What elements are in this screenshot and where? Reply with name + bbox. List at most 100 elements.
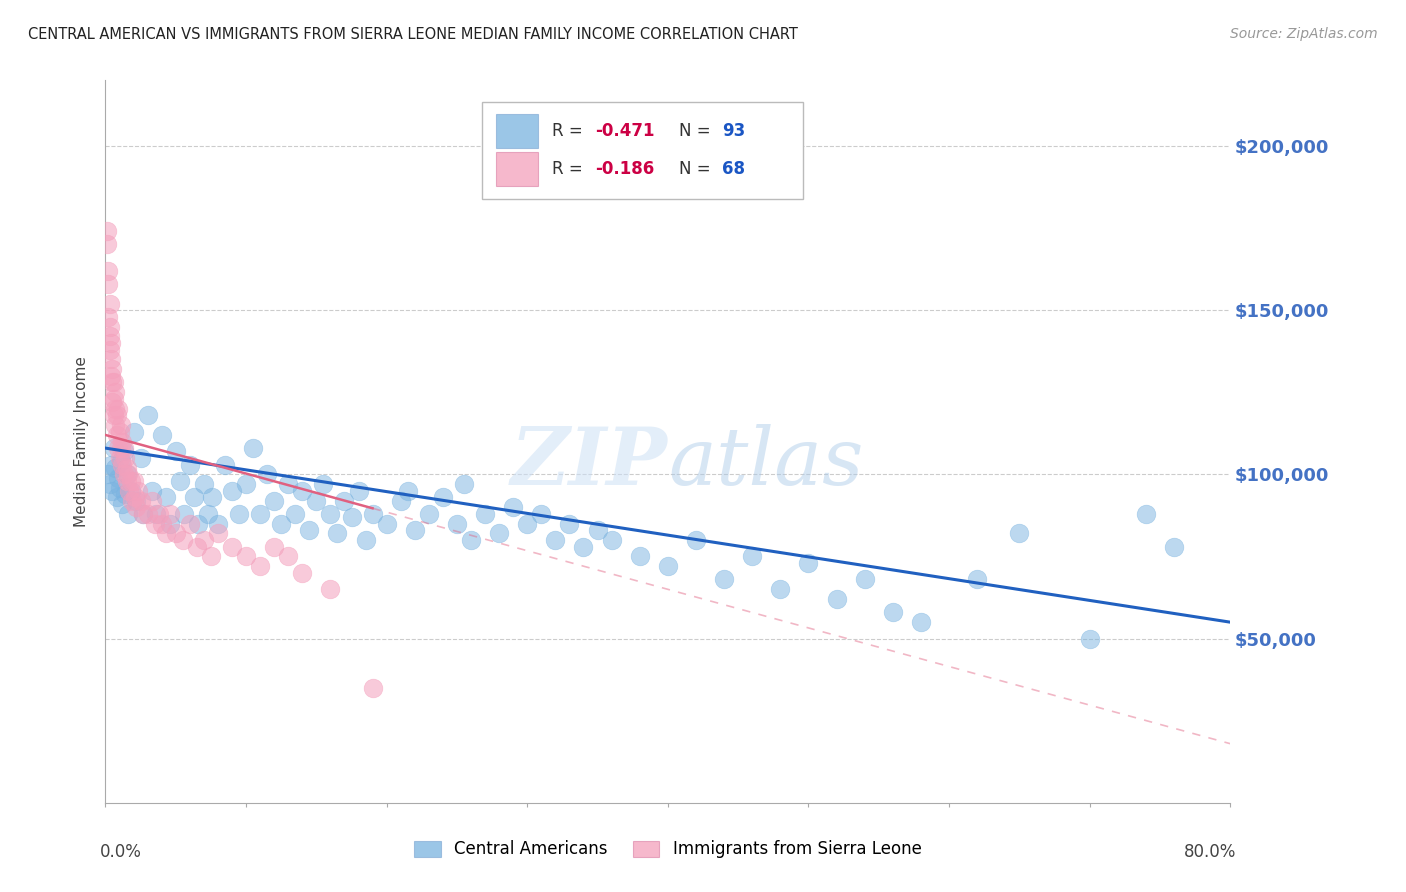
Point	[361, 681, 384, 695]
Point	[101, 362, 124, 376]
Point	[105, 491, 128, 505]
Point	[432, 491, 454, 505]
Text: 80.0%: 80.0%	[1184, 843, 1236, 861]
FancyBboxPatch shape	[482, 102, 803, 200]
Text: atlas: atlas	[668, 425, 863, 502]
Point	[284, 507, 307, 521]
Point	[103, 376, 125, 390]
Point	[418, 507, 440, 521]
Text: -0.186: -0.186	[595, 161, 654, 178]
Point	[966, 573, 988, 587]
Point	[105, 409, 128, 423]
Point	[98, 329, 121, 343]
Point	[115, 460, 138, 475]
Point	[256, 467, 278, 482]
Point	[107, 471, 129, 485]
Point	[319, 507, 342, 521]
Point	[1008, 526, 1031, 541]
Point	[797, 556, 820, 570]
Point	[228, 507, 250, 521]
Point	[340, 510, 363, 524]
Point	[111, 458, 134, 472]
Bar	[496, 113, 538, 148]
Point	[122, 474, 145, 488]
Point	[141, 493, 163, 508]
Point	[1135, 507, 1157, 521]
Text: 68: 68	[721, 161, 745, 178]
Bar	[496, 152, 538, 186]
Point	[98, 343, 121, 357]
Point	[713, 573, 735, 587]
Point	[354, 533, 377, 547]
Point	[201, 491, 224, 505]
Point	[769, 582, 792, 597]
Point	[197, 507, 219, 521]
Point	[104, 385, 127, 400]
Point	[100, 336, 122, 351]
Point	[136, 409, 159, 423]
Point	[124, 491, 146, 505]
Point	[488, 526, 510, 541]
Point	[129, 493, 152, 508]
Point	[853, 573, 876, 587]
Point	[121, 493, 143, 508]
Point	[97, 310, 120, 324]
Point	[145, 507, 167, 521]
Point	[179, 516, 201, 531]
Point	[104, 460, 127, 475]
Point	[347, 483, 370, 498]
Point	[193, 533, 215, 547]
Point	[98, 477, 121, 491]
Point	[96, 237, 118, 252]
Point	[111, 434, 134, 449]
Point	[446, 516, 468, 531]
Point	[389, 493, 412, 508]
Point	[159, 507, 181, 521]
Point	[155, 491, 177, 505]
Point	[657, 559, 679, 574]
Text: R =: R =	[553, 161, 588, 178]
Point	[207, 516, 229, 531]
Point	[100, 352, 122, 367]
Point	[114, 487, 136, 501]
Text: N =: N =	[679, 122, 716, 140]
Point	[291, 483, 314, 498]
Text: Source: ZipAtlas.com: Source: ZipAtlas.com	[1230, 27, 1378, 41]
Point	[516, 516, 538, 531]
Point	[474, 507, 496, 521]
Point	[502, 500, 524, 515]
Point	[221, 540, 243, 554]
Point	[101, 376, 124, 390]
Point	[187, 516, 209, 531]
Point	[97, 264, 120, 278]
Point	[277, 549, 299, 564]
Point	[132, 507, 155, 521]
Point	[249, 559, 271, 574]
Point	[242, 441, 264, 455]
Point	[104, 418, 127, 433]
Point	[110, 441, 132, 455]
Point	[112, 444, 135, 458]
Point	[882, 605, 904, 619]
Point	[96, 224, 118, 238]
Y-axis label: Median Family Income: Median Family Income	[75, 356, 90, 527]
Point	[586, 523, 609, 537]
Point	[183, 491, 205, 505]
Point	[100, 368, 122, 383]
Point	[453, 477, 475, 491]
Point	[110, 418, 132, 433]
Point	[150, 428, 173, 442]
Point	[136, 507, 159, 521]
Point	[97, 467, 120, 482]
Point	[115, 467, 138, 482]
Point	[165, 444, 187, 458]
Point	[103, 441, 125, 455]
Point	[249, 507, 271, 521]
Point	[114, 450, 136, 465]
Point	[132, 507, 155, 521]
Point	[404, 523, 426, 537]
Point	[214, 458, 236, 472]
Point	[396, 483, 419, 498]
Point	[150, 516, 173, 531]
Text: R =: R =	[553, 122, 588, 140]
